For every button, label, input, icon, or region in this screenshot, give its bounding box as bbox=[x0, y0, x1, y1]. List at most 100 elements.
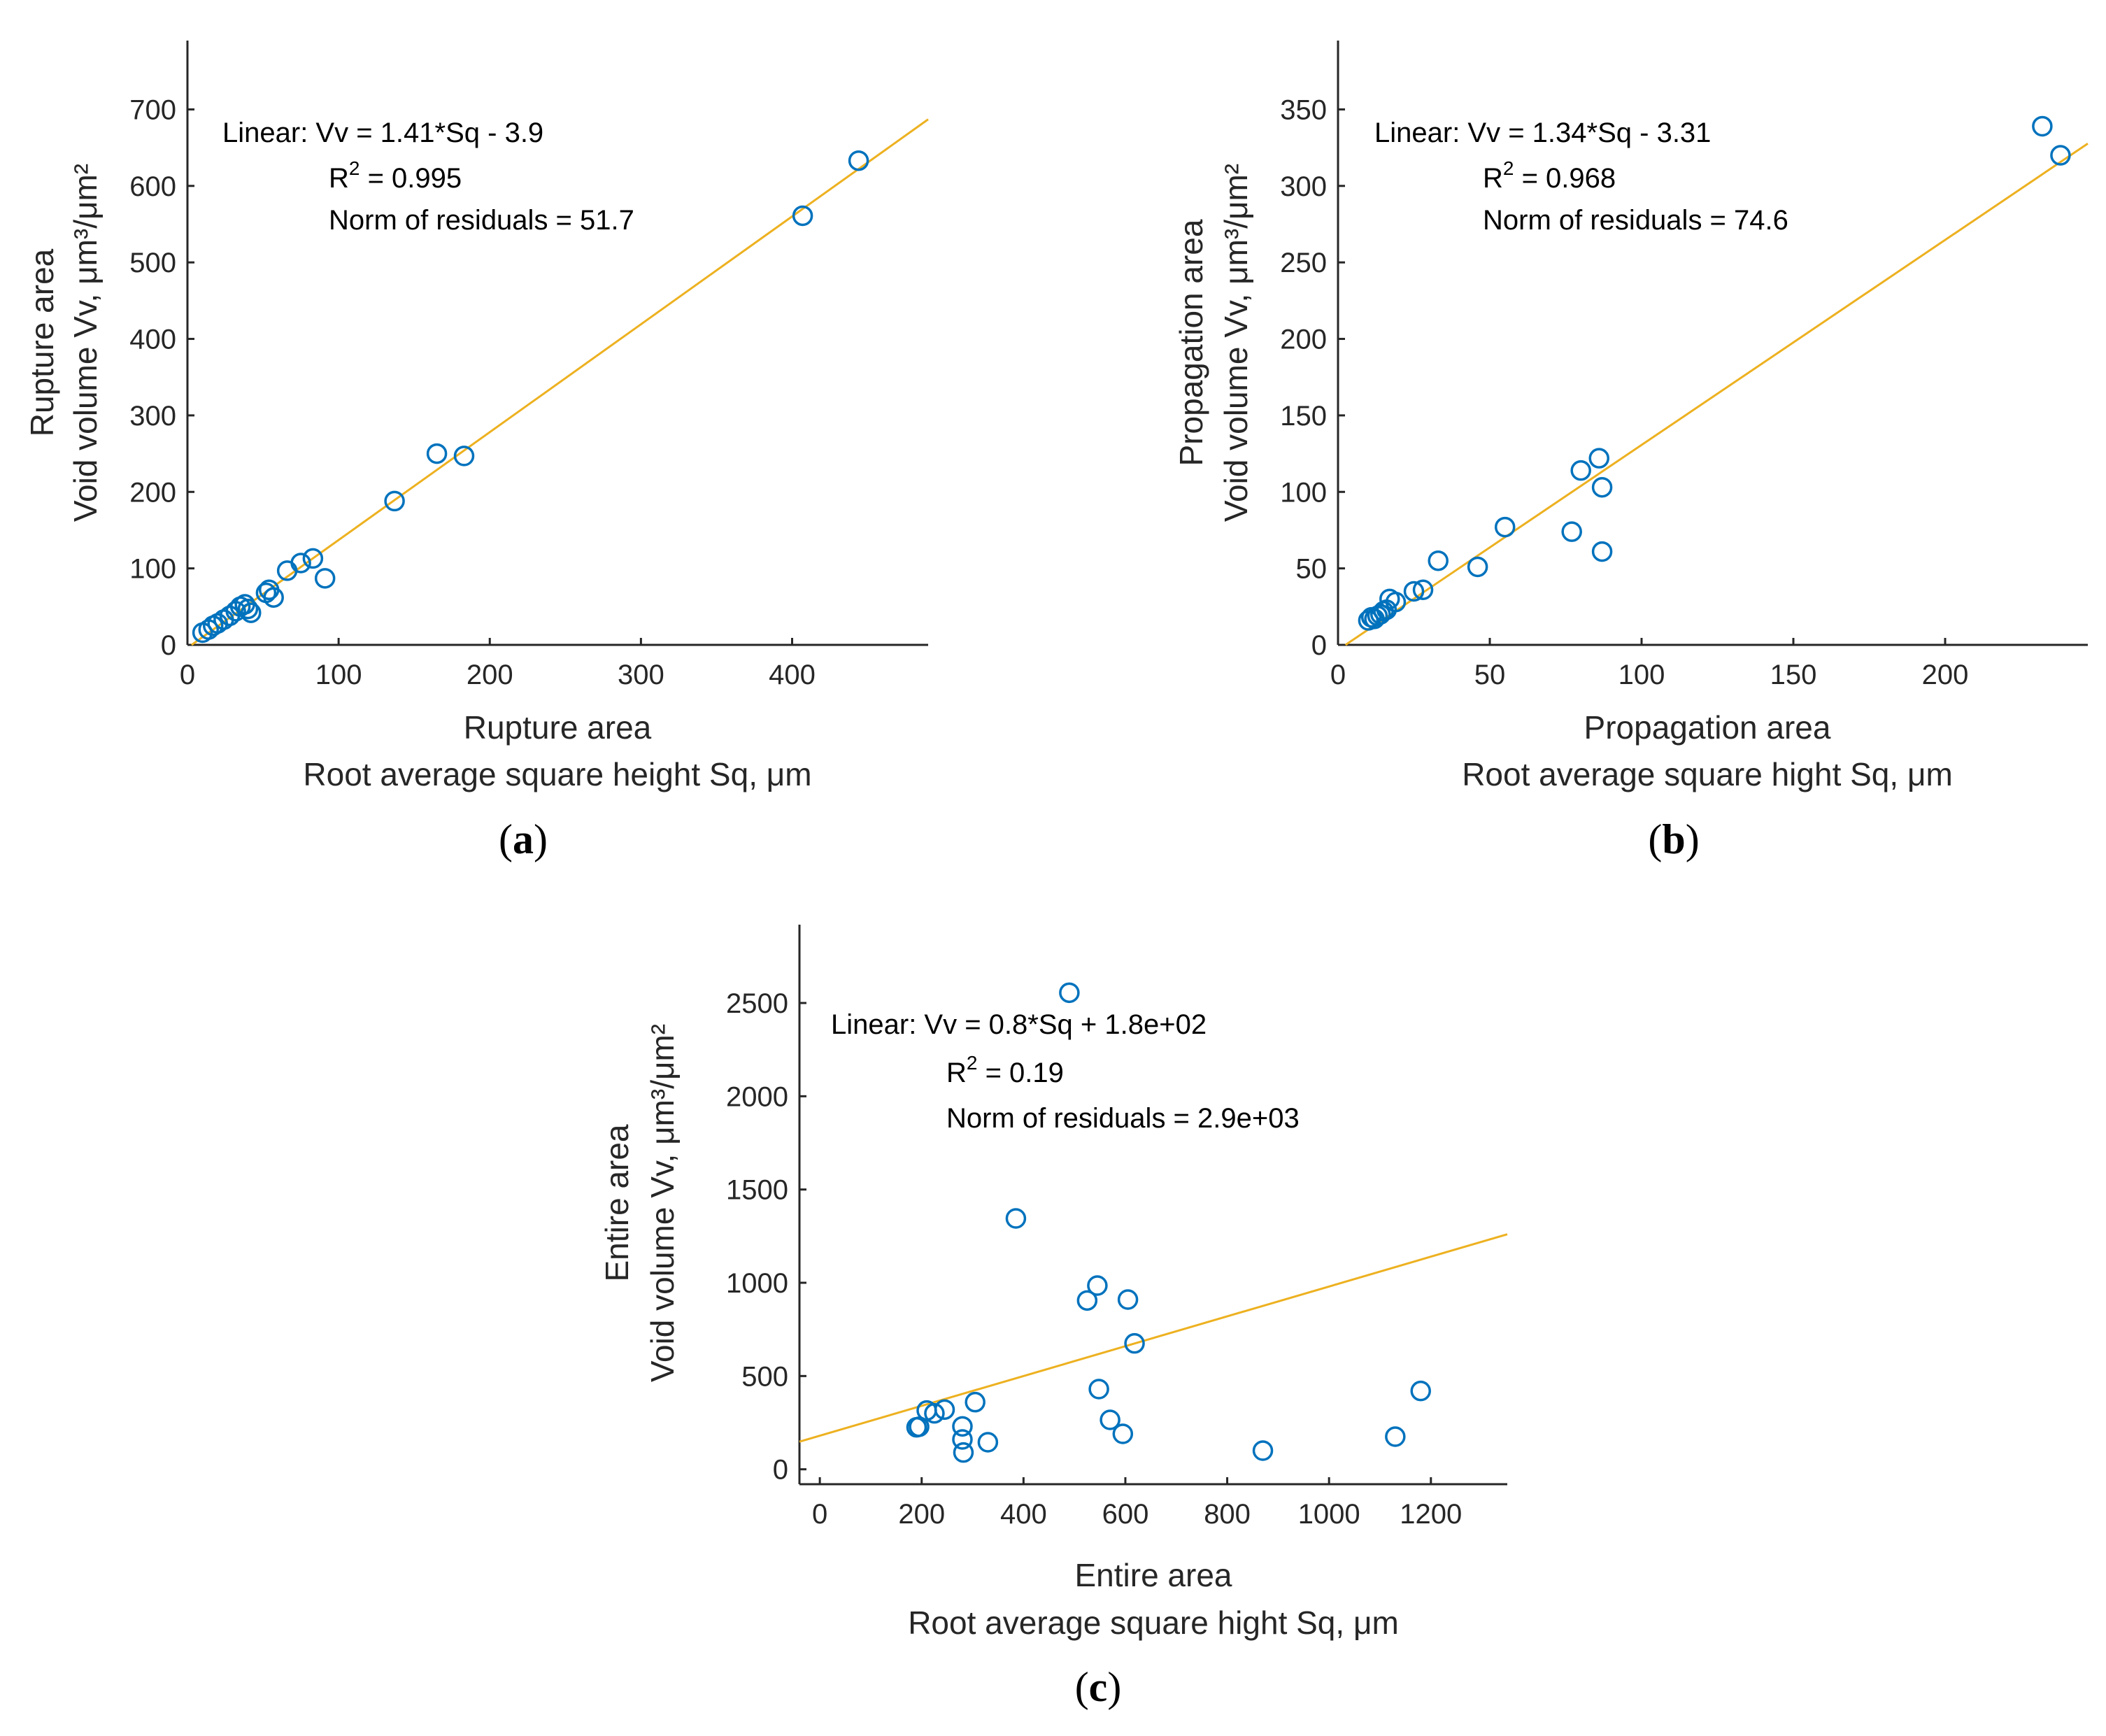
panel-b-data-point-12 bbox=[1467, 556, 1488, 578]
panel-a-data-point-16 bbox=[302, 548, 324, 569]
panel-c-data-point-21 bbox=[1410, 1380, 1431, 1402]
panel-b-y-tick-label-4: 200 bbox=[1280, 325, 1327, 355]
panel-b-norm-residuals: Norm of residuals = 74.6 bbox=[1483, 205, 1788, 236]
scatter-panel-b: 0 50 100 150 200 0 50 100 150 200 250 300 350 Linea… bbox=[1173, 41, 2089, 862]
scatter-panel-c: 0 200 400 600 800 1000 1200 0 500 1000 1500 2000 25… bbox=[599, 925, 1508, 1710]
panel-b-data-point-19 bbox=[2032, 115, 2053, 137]
panel-b-label: (b) bbox=[1648, 816, 1699, 862]
panel-c-data-point-20 bbox=[1385, 1426, 1406, 1447]
panel-c-y-label-1: Entire area bbox=[599, 1124, 635, 1281]
panel-b-x-tick-label-4: 200 bbox=[1922, 660, 1969, 690]
panel-b-data-point-11 bbox=[1428, 550, 1449, 571]
panel-a-data-point-19 bbox=[426, 443, 448, 464]
panel-c-x-tick-label-1: 200 bbox=[898, 1499, 945, 1530]
panel-a-y-tick-label-5: 500 bbox=[129, 248, 176, 278]
panel-a-data-point-21 bbox=[792, 205, 813, 227]
panel-b-y-tick-label-6: 300 bbox=[1280, 171, 1327, 202]
panel-c-x-tick-label-4: 800 bbox=[1204, 1499, 1251, 1530]
panel-c-data-point-11 bbox=[1059, 982, 1080, 1004]
panel-c-data-point-10 bbox=[1005, 1208, 1027, 1229]
panel-b-y-ticks: 0 50 100 150 200 250 300 350 bbox=[1280, 94, 1345, 661]
panel-a-r-squared: R2 = 0.995 bbox=[329, 157, 462, 194]
panel-a-data-point-18 bbox=[384, 490, 405, 512]
panel-b-y-tick-label-7: 350 bbox=[1280, 94, 1327, 125]
panel-b-x-label-2: Root average square hight Sq, μm bbox=[1462, 756, 1953, 792]
panel-b-x-tick-label-2: 100 bbox=[1618, 660, 1665, 690]
panel-a-y-tick-label-3: 300 bbox=[129, 401, 176, 432]
panel-c-data-point-17 bbox=[1117, 1289, 1139, 1310]
panel-a-norm-residuals: Norm of residuals = 51.7 bbox=[329, 205, 634, 236]
panel-c-y-tick-label-0: 0 bbox=[773, 1455, 788, 1486]
panel-c-data-point-4 bbox=[934, 1399, 955, 1421]
panel-c-data-point-3 bbox=[924, 1402, 945, 1424]
panel-b-x-label-1: Propagation area bbox=[1584, 709, 1831, 746]
panel-a-y-label-2: Void volume Vv, μm³/μm² bbox=[67, 164, 104, 522]
panel-a-x-label-2: Root average square height Sq, μm bbox=[303, 756, 811, 792]
panel-c-data-point-19 bbox=[1252, 1440, 1274, 1461]
panel-a-x-ticks: 0 100 200 300 400 bbox=[180, 638, 816, 690]
panel-c-data-point-14 bbox=[1088, 1379, 1109, 1400]
panel-a-y-tick-label-1: 100 bbox=[129, 554, 176, 585]
panel-a-data-point-13 bbox=[263, 587, 284, 608]
panel-a-fit-equation: Linear: Vv = 1.41*Sq - 3.9 bbox=[222, 118, 543, 148]
panel-a-x-tick-label-0: 0 bbox=[180, 660, 195, 690]
panel-a-data-points bbox=[192, 150, 869, 643]
panel-b-x-tick-label-3: 150 bbox=[1770, 660, 1817, 690]
panel-b-y-tick-label-3: 150 bbox=[1280, 401, 1327, 432]
panel-c-x-tick-label-5: 1000 bbox=[1298, 1499, 1360, 1530]
panel-b-data-point-17 bbox=[1591, 476, 1613, 498]
panel-b-y-label-2: Void volume Vv, μm³/μm² bbox=[1218, 164, 1254, 522]
panel-c-data-point-9 bbox=[977, 1432, 999, 1453]
panel-a-y-tick-label-7: 700 bbox=[129, 94, 176, 125]
panel-b-data-point-14 bbox=[1561, 521, 1582, 542]
panel-b-r-squared: R2 = 0.968 bbox=[1483, 157, 1616, 194]
panel-c-label: (c) bbox=[1075, 1664, 1122, 1710]
panel-c-x-label-1: Entire area bbox=[1074, 1557, 1232, 1593]
panel-a-data-point-20 bbox=[453, 446, 475, 467]
panel-a-x-label-1: Rupture area bbox=[464, 709, 652, 746]
panel-c-x-ticks: 0 200 400 600 800 1000 1200 bbox=[812, 1477, 1462, 1530]
panel-c-y-tick-label-1: 500 bbox=[741, 1361, 788, 1392]
panel-c-y-tick-label-2: 1000 bbox=[726, 1268, 788, 1299]
panel-b-y-tick-label-0: 0 bbox=[1311, 630, 1327, 661]
panel-c-data-point-15 bbox=[1100, 1409, 1120, 1430]
panel-c-data-point-8 bbox=[965, 1391, 986, 1413]
panel-c-r-squared: R2 = 0.19 bbox=[946, 1052, 1064, 1088]
panel-b-data-point-10 bbox=[1412, 579, 1434, 601]
panel-c-norm-residuals: Norm of residuals = 2.9e+03 bbox=[946, 1103, 1300, 1134]
panel-b-x-ticks: 0 50 100 150 200 bbox=[1330, 638, 1969, 690]
panel-c-data-points bbox=[906, 982, 1431, 1463]
panel-c-data-point-12 bbox=[1076, 1290, 1098, 1311]
panel-a-x-tick-label-3: 300 bbox=[618, 660, 664, 690]
panel-b-data-point-15 bbox=[1570, 460, 1591, 481]
panel-b-data-point-20 bbox=[2050, 145, 2071, 166]
panel-a-x-tick-label-2: 200 bbox=[467, 660, 513, 690]
panel-c-data-point-16 bbox=[1112, 1423, 1134, 1444]
panel-a-data-point-22 bbox=[848, 150, 869, 171]
panel-a-data-point-9 bbox=[237, 598, 259, 620]
panel-b-x-tick-label-1: 50 bbox=[1474, 660, 1506, 690]
panel-c-data-point-7 bbox=[953, 1442, 974, 1463]
panel-b-data-point-4 bbox=[1370, 604, 1391, 625]
panel-a-data-point-15 bbox=[290, 553, 311, 574]
panel-b-y-tick-label-2: 100 bbox=[1280, 477, 1327, 508]
panel-c-data-point-1 bbox=[909, 1416, 930, 1437]
panel-c-y-label-2: Void volume Vv, μm³/μm² bbox=[644, 1024, 681, 1382]
panel-b-data-point-8 bbox=[1385, 592, 1407, 613]
panel-a-y-tick-label-6: 600 bbox=[129, 171, 176, 202]
panel-b-x-tick-label-0: 0 bbox=[1330, 660, 1346, 690]
panel-c-y-tick-label-5: 2500 bbox=[726, 988, 788, 1019]
panel-b-y-label-1: Propagation area bbox=[1173, 219, 1209, 466]
panel-c-fit-equation: Linear: Vv = 0.8*Sq + 1.8e+02 bbox=[831, 1009, 1207, 1040]
panel-b-y-tick-label-5: 250 bbox=[1280, 248, 1327, 278]
panel-a-y-tick-label-2: 200 bbox=[129, 477, 176, 508]
panel-a-y-ticks: 0 100 200 300 400 500 600 700 bbox=[129, 94, 194, 661]
panel-b-fit-equation: Linear: Vv = 1.34*Sq - 3.31 bbox=[1374, 118, 1711, 148]
panel-b-data-point-13 bbox=[1494, 516, 1516, 538]
panel-a-y-tick-label-4: 400 bbox=[129, 325, 176, 355]
panel-c-data-point-18 bbox=[1124, 1332, 1145, 1354]
panel-b-data-point-9 bbox=[1403, 581, 1425, 602]
panel-a-y-tick-label-0: 0 bbox=[161, 630, 176, 661]
panel-a-x-tick-label-4: 400 bbox=[769, 660, 816, 690]
